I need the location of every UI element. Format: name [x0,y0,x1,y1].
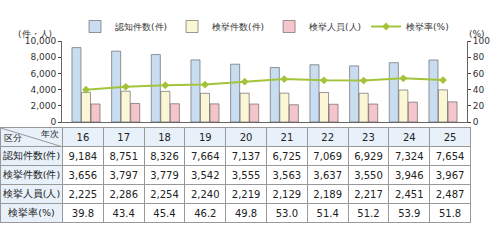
html-text:検挙率(%): 検挙率(%) [8,206,55,218]
html-text:53.0: 53.0 [275,207,298,219]
html-text:検挙件数(件): 検挙件数(件) [2,168,61,180]
html-text:認知件数(件): 認知件数(件) [2,149,61,161]
html-text:21: 21 [280,131,294,143]
html-text:51.2: 51.2 [357,207,380,219]
html-text:2,217: 2,217 [354,188,383,200]
html-text:2,225: 2,225 [68,188,98,200]
html-text:8,326: 8,326 [150,150,179,162]
html-text:7,324: 7,324 [395,150,424,162]
svg-text:検挙率(%): 検挙率(%) [406,22,449,32]
svg-text:0: 0 [50,117,56,127]
html-text:2,487: 2,487 [435,188,465,200]
html-text:45.4: 45.4 [153,207,176,219]
html-text:検挙人員(人): 検挙人員(人) [2,187,61,199]
svg-text:6,000: 6,000 [30,69,56,79]
svg-text:60: 60 [473,69,485,79]
svg-text:検挙件数(件): 検挙件数(件) [212,22,264,32]
html-text:2,129: 2,129 [272,188,302,200]
html-text:23: 23 [362,131,375,143]
html-text:3,563: 3,563 [272,169,302,181]
html-text:17: 17 [117,131,131,143]
html-text:3,542: 3,542 [191,169,220,181]
html-text:2,219: 2,219 [231,188,261,200]
svg-text:認知件数(件): 認知件数(件) [115,22,167,32]
html-text:51.4: 51.4 [316,207,339,219]
html-text:3,656: 3,656 [68,169,98,181]
html-text:43.4: 43.4 [112,207,135,219]
html-text:7,654: 7,654 [435,150,465,162]
html-text:年次: 年次 [41,129,59,139]
html-text:6,725: 6,725 [272,150,302,162]
html-text:24: 24 [402,131,416,143]
html-text:7,069: 7,069 [313,150,342,162]
html-text:6,929: 6,929 [354,150,383,162]
html-text:3,550: 3,550 [354,169,383,181]
html-text:2,240: 2,240 [191,188,220,200]
svg-text:(%): (%) [469,29,485,39]
html-text:区分: 区分 [4,133,22,143]
html-text:3,779: 3,779 [150,169,179,181]
html-text:8,751: 8,751 [109,150,138,162]
html-text:51.8: 51.8 [438,207,462,219]
svg-text:40: 40 [473,85,485,95]
html-text:7,137: 7,137 [231,150,261,162]
html-text:18: 18 [158,131,171,143]
svg-text:80: 80 [473,52,485,62]
html-text:46.2: 46.2 [194,207,217,219]
svg-text:10,000: 10,000 [25,36,57,46]
html-text:3,797: 3,797 [109,169,138,181]
html-text:7,664: 7,664 [191,150,220,162]
html-text:2,451: 2,451 [395,188,424,200]
svg-text:4,000: 4,000 [30,85,56,95]
svg-text:20: 20 [473,101,485,111]
svg-text:検挙人員(人): 検挙人員(人) [309,22,361,32]
html-text:22: 22 [321,131,334,143]
svg-text:2,000: 2,000 [30,101,56,111]
html-text:49.8: 49.8 [235,207,258,219]
html-text:9,184: 9,184 [68,150,98,162]
svg-text:100: 100 [473,36,490,46]
html-text:3,637: 3,637 [313,169,342,181]
html-text:2,254: 2,254 [150,188,179,200]
html-text:3,946: 3,946 [395,169,424,181]
html-text:16: 16 [76,131,90,143]
html-text:20: 20 [239,131,253,143]
svg-text:8,000: 8,000 [30,52,56,62]
html-text:19: 19 [198,131,212,143]
html-text:53.9: 53.9 [398,207,421,219]
html-text:3,967: 3,967 [435,169,465,181]
html-text:25: 25 [443,131,457,143]
svg-text:(件・人): (件・人) [18,29,52,39]
html-text:2,189: 2,189 [313,188,342,200]
svg-text:0: 0 [473,117,479,127]
html-text:39.8: 39.8 [71,207,94,219]
html-text:2,286: 2,286 [109,188,138,200]
html-text:3,555: 3,555 [231,169,261,181]
